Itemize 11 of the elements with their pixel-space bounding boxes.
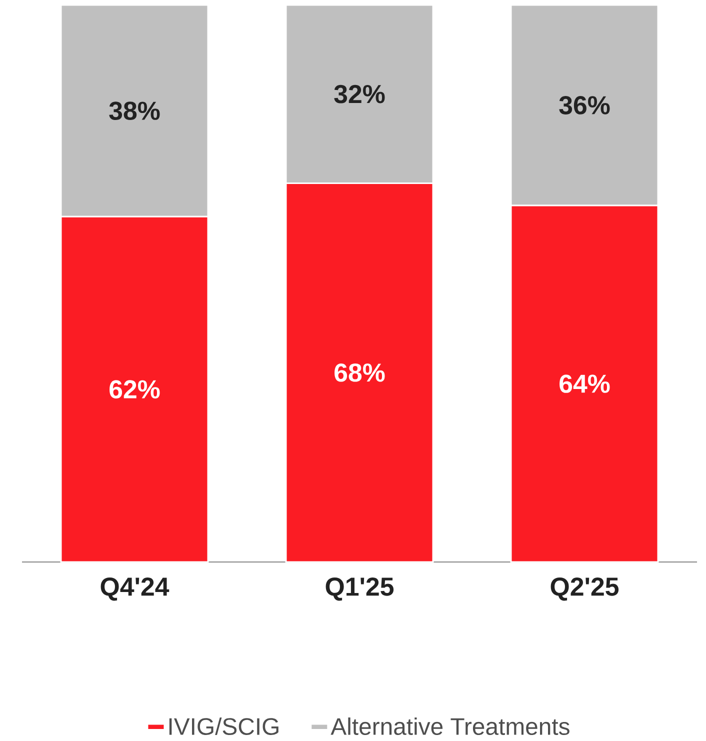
legend-label: IVIG/SCIG	[169, 717, 278, 736]
data-label: 68%	[334, 363, 385, 382]
x-tick-label: Q4'24	[100, 578, 170, 601]
data-label: 38%	[109, 102, 160, 120]
x-tick-label: Q2'25	[550, 578, 619, 601]
data-label: 36%	[559, 96, 610, 114]
x-tick-label: Q1'25	[326, 578, 394, 601]
legend-label: Alternative Treatments	[330, 717, 570, 736]
data-label: 32%	[334, 84, 385, 104]
data-label: 62%	[110, 380, 160, 398]
data-label: 64%	[560, 374, 610, 393]
